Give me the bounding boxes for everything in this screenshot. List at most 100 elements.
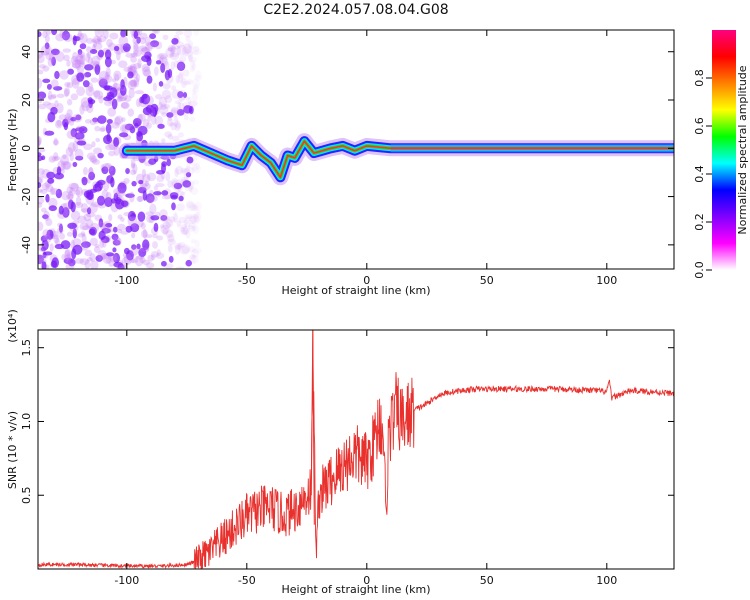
noise-blob [173,212,178,224]
noise-blob [51,30,58,36]
noise-blob [171,45,180,50]
noise-blob [195,209,201,216]
noise-blob [108,150,116,157]
noise-blob [75,125,85,132]
noise-blob [143,69,152,77]
snr-x-label: Height of straight line (km) [281,583,430,596]
noise-blob [92,117,99,123]
noise-blob [93,90,104,100]
noise-blob [63,257,74,265]
snr-y-multiplier: (x10⁴) [6,309,19,343]
noise-blob [159,209,168,219]
noise-blob [55,51,65,62]
snr-x-tick-label: 100 [596,574,617,587]
noise-blob [72,238,82,248]
noise-blob [64,81,71,88]
noise-blob [111,233,119,241]
noise-blob [170,47,175,57]
noise-blob [106,252,115,257]
noise-blob [71,78,80,89]
noise-blob [98,30,104,37]
noise-blob [159,224,165,229]
noise-blob [75,196,82,207]
noise-blob [169,50,180,61]
noise-blob [79,43,87,50]
noise-blob [158,105,169,115]
noise-blob [150,40,160,48]
noise-blob [89,237,98,246]
noise-blob [50,106,58,115]
noise-blob [189,204,200,211]
noise-blob [181,46,189,57]
noise-blob [40,45,50,57]
noise-blob [194,74,203,81]
noise-blob [45,218,53,227]
noise-blob [83,213,92,222]
noise-blob [49,186,55,196]
noise-blob [128,87,135,99]
noise-blob [103,100,114,107]
noise-blob [64,249,72,257]
noise-blob [125,225,133,233]
noise-blob [176,109,185,116]
noise-blob [136,30,143,36]
noise-blob [77,233,86,238]
noise-blob [152,82,157,92]
noise-blob [105,123,112,134]
noise-blob [156,235,164,241]
noise-blob [117,191,126,197]
noise-blob [191,166,199,171]
noise-blob [180,167,187,173]
noise-blob [192,215,199,222]
noise-blob [145,211,155,216]
noise-blob [168,216,176,223]
noise-blob [72,113,83,123]
noise-blob [190,187,199,196]
noise-blob [86,104,94,114]
noise-blob [70,182,80,192]
noise-blob [183,42,193,54]
noise-blob [169,52,179,58]
noise-blob [56,166,62,176]
noise-blob [183,173,189,182]
noise-blob [191,205,198,212]
noise-blob [182,80,191,86]
noise-blob [169,122,175,127]
noise-blob [128,79,138,87]
noise-blob [39,189,48,195]
noise-blob [167,46,178,52]
noise-blob [117,223,126,231]
noise-blob [65,262,75,269]
noise-blob [175,41,185,48]
noise-blob [72,228,77,239]
noise-blob [195,161,201,170]
noise-blob [87,57,93,65]
noise-blob [108,164,114,172]
noise-blob [176,45,182,56]
noise-blob [75,114,82,121]
noise-blob [105,66,111,77]
noise-blob [90,38,101,43]
noise-blob [93,147,103,155]
noise-blob [57,227,64,234]
noise-blob [63,87,71,97]
noise-blob [191,88,197,95]
noise-blob [103,96,113,102]
noise-blob [104,71,110,82]
noise-blob [114,198,125,210]
noise-blob [123,253,133,265]
noise-blob [170,106,180,115]
noise-blob [171,135,180,142]
noise-blob [38,182,42,189]
noise-blob [139,37,146,45]
noise-blob [45,193,50,203]
noise-blob [58,223,63,233]
noise-blob [84,249,93,257]
noise-blob [193,212,202,223]
noise-blob [113,188,121,196]
noise-blob [71,59,81,69]
noise-blob [66,252,72,263]
noise-blob [181,111,188,117]
noise-blob [192,84,199,94]
spectrogram-x-tick-label: -50 [238,274,256,287]
